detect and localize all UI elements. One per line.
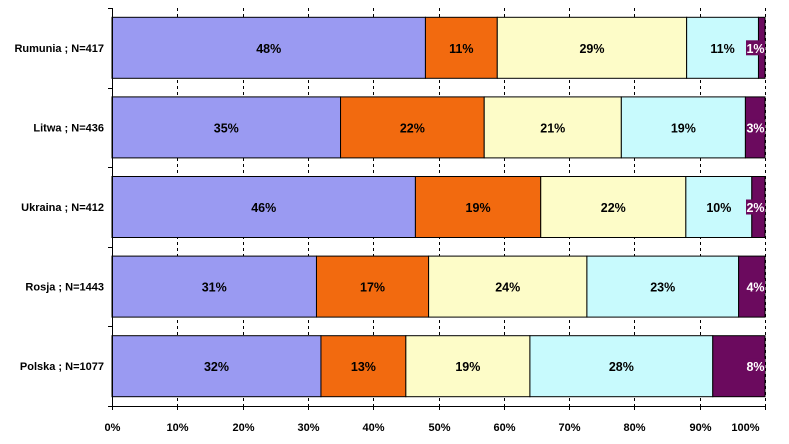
- category-label: Polska ; N=1077: [20, 361, 104, 373]
- data-label: 29%: [579, 42, 604, 56]
- x-tick-label: 20%: [232, 422, 254, 434]
- data-label: 35%: [214, 121, 239, 135]
- bar-segment: [483, 96, 622, 159]
- data-label: 3%: [746, 121, 764, 135]
- data-label-background: [746, 279, 765, 295]
- data-label: 19%: [466, 201, 491, 215]
- x-tick-label: 10%: [166, 422, 188, 434]
- data-label: 32%: [204, 360, 229, 374]
- x-tick-label: 60%: [493, 422, 515, 434]
- bar-segment: [414, 176, 542, 238]
- x-tick-label: 70%: [558, 422, 580, 434]
- data-label-background: [746, 199, 765, 215]
- axes: 0% 10% 20% 30% 40% 50% 60% 70% 80% 90% 100%: [105, 8, 766, 434]
- x-tick-label: 30%: [297, 422, 319, 434]
- data-label: 28%: [609, 360, 634, 374]
- data-label: 11%: [449, 42, 473, 56]
- data-label-background: [746, 40, 765, 56]
- data-label: 21%: [540, 121, 565, 135]
- data-label: 19%: [671, 121, 696, 135]
- data-label: 17%: [360, 281, 385, 295]
- data-label: 10%: [706, 201, 731, 215]
- data-label-background: [746, 358, 765, 374]
- bar-segment: [320, 335, 407, 398]
- bar-segment: [529, 335, 714, 398]
- bar-segment: [586, 255, 740, 318]
- data-label: 13%: [351, 360, 376, 374]
- bar-segment: [405, 335, 531, 398]
- labels: 48% 11% 29% 11% 1% Rumunia ; N=417 35% 22% 21% 19…: [14, 40, 765, 374]
- data-label: 8%: [746, 360, 764, 374]
- bar-segment: [496, 16, 688, 79]
- category-label: Ukraina ; N=412: [21, 202, 104, 214]
- data-label: 22%: [601, 201, 626, 215]
- x-tick-label: 100%: [731, 422, 759, 434]
- data-label: 31%: [202, 281, 227, 295]
- category-label: Litwa ; N=436: [33, 122, 104, 134]
- bar-segment: [685, 176, 753, 238]
- bar-segment: [424, 16, 498, 79]
- x-tick-label: 80%: [623, 422, 645, 434]
- data-label-background: [746, 119, 765, 135]
- bar-segment: [540, 176, 687, 238]
- data-label: 48%: [256, 42, 281, 56]
- data-label: 23%: [650, 281, 675, 295]
- bar-segment: [111, 255, 317, 318]
- data-label: 24%: [495, 281, 520, 295]
- bars: [111, 16, 766, 398]
- bar-segment: [340, 96, 485, 159]
- category-label: Rumunia ; N=417: [14, 43, 104, 55]
- bar-segment: [620, 96, 746, 159]
- x-tick-label: 90%: [689, 422, 711, 434]
- data-label: 19%: [455, 360, 480, 374]
- bar-segment: [315, 255, 430, 318]
- data-label: 1%: [746, 42, 764, 56]
- x-tick-label: 0%: [105, 422, 121, 434]
- bar-segment: [111, 96, 342, 159]
- bar-segment: [712, 335, 766, 398]
- data-label: 22%: [400, 121, 425, 135]
- x-tick-label: 50%: [428, 422, 450, 434]
- bar-segment: [111, 176, 416, 238]
- data-label: 46%: [251, 201, 276, 215]
- data-label: 2%: [746, 201, 764, 215]
- bar-segment: [428, 255, 588, 318]
- data-label: 4%: [746, 281, 764, 295]
- category-label: Rosja ; N=1443: [25, 282, 104, 294]
- x-tick-label: 40%: [362, 422, 384, 434]
- data-label: 11%: [710, 42, 734, 56]
